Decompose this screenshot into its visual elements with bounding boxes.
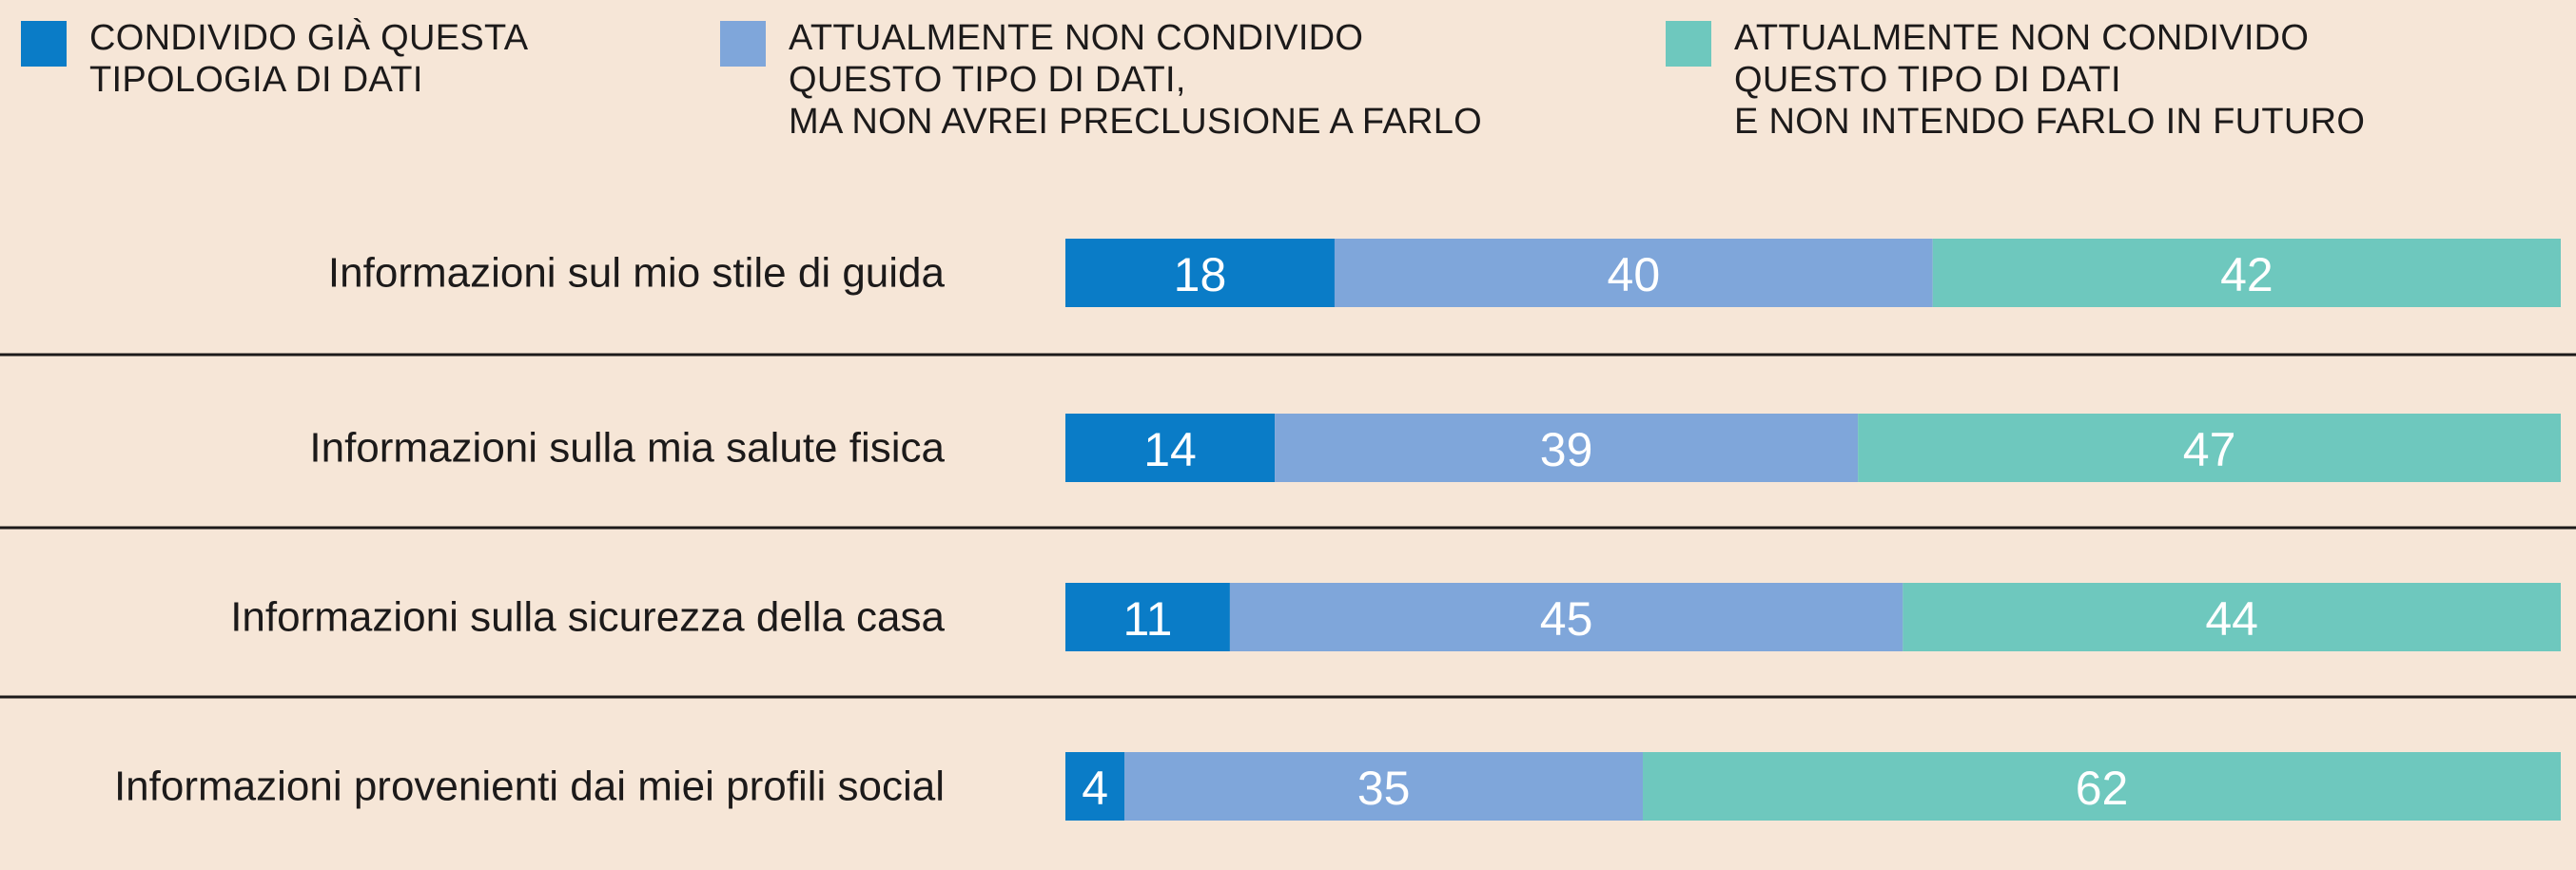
bar-value-label: 47 (2183, 423, 2236, 476)
legend-line: ATTUALMENTE NON CONDIVIDO (789, 18, 1364, 58)
legend-line: MA NON AVREI PRECLUSIONE A FARLO (789, 102, 1483, 142)
bar-segment (1275, 414, 1859, 482)
category-label: Informazioni provenienti dai miei profil… (114, 764, 945, 810)
bar-value-label: 14 (1143, 423, 1197, 476)
category-label: Informazioni sulla sicurezza della casa (230, 594, 945, 641)
bar-value-label: 39 (1540, 423, 1593, 476)
bar-segment (1065, 239, 1335, 307)
bar-value-label: 4 (1082, 762, 1108, 815)
bar-segment (1903, 583, 2561, 651)
legend-item-would-share: ATTUALMENTE NON CONDIVIDO QUESTO TIPO DI… (720, 17, 1482, 143)
bar-value-label: 42 (2220, 248, 2274, 301)
legend-swatch-will-not-share (1666, 21, 1711, 67)
bar-value-label: 45 (1540, 592, 1593, 646)
legend-swatch-already-share (21, 21, 67, 67)
bar-segment (1124, 752, 1644, 821)
legend-line: CONDIVIDO GIÀ QUESTA (89, 18, 529, 58)
legend-line: TIPOLOGIA DI DATI (89, 60, 423, 100)
legend-line: ATTUALMENTE NON CONDIVIDO (1734, 18, 2310, 58)
legend-label-would-share: ATTUALMENTE NON CONDIVIDO QUESTO TIPO DI… (789, 17, 1482, 143)
category-label: Informazioni sul mio stile di guida (328, 250, 946, 297)
bar-value-label: 62 (2076, 762, 2129, 815)
legend-item-already-share: CONDIVIDO GIÀ QUESTA TIPOLOGIA DI DATI (21, 17, 528, 101)
bar-value-label: 11 (1123, 592, 1173, 646)
bar-segment (1334, 239, 1933, 307)
bar-value-label: 18 (1174, 248, 1227, 301)
legend-line: E NON INTENDO FARLO IN FUTURO (1734, 102, 2366, 142)
legend-label-will-not-share: ATTUALMENTE NON CONDIVIDO QUESTO TIPO DI… (1734, 17, 2365, 143)
bar-segment (1065, 752, 1125, 821)
chart-legend: CONDIVIDO GIÀ QUESTA TIPOLOGIA DI DATI A… (0, 0, 2576, 171)
bar-segment (1643, 752, 2561, 821)
bar-segment (1065, 583, 1230, 651)
bar-segment (1229, 583, 1903, 651)
legend-item-will-not-share: ATTUALMENTE NON CONDIVIDO QUESTO TIPO DI… (1666, 17, 2365, 143)
bar-value-label: 40 (1608, 248, 1661, 301)
bar-value-label: 35 (1357, 762, 1411, 815)
legend-line: QUESTO TIPO DI DATI, (789, 60, 1186, 100)
legend-label-already-share: CONDIVIDO GIÀ QUESTA TIPOLOGIA DI DATI (89, 17, 528, 101)
bar-segment (1065, 414, 1276, 482)
legend-swatch-would-share (720, 21, 766, 67)
bar-value-label: 44 (2205, 592, 2258, 646)
bar-segment (1932, 239, 2561, 307)
bar-segment (1858, 414, 2561, 482)
category-label: Informazioni sulla mia salute fisica (309, 425, 945, 472)
legend-line: QUESTO TIPO DI DATI (1734, 60, 2121, 100)
